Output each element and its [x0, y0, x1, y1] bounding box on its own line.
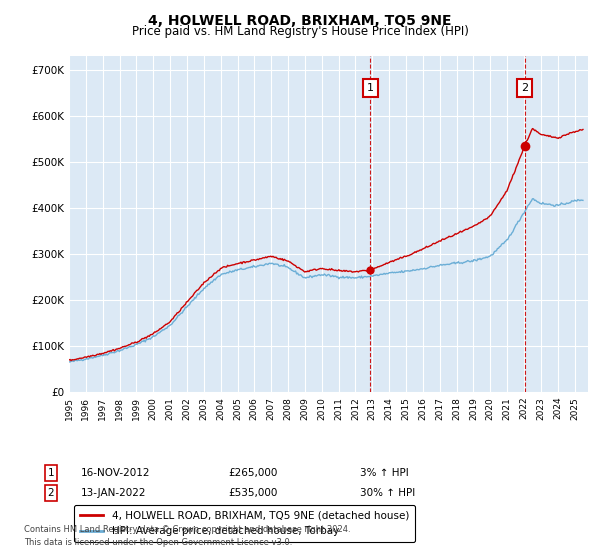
- Text: 4, HOLWELL ROAD, BRIXHAM, TQ5 9NE: 4, HOLWELL ROAD, BRIXHAM, TQ5 9NE: [148, 14, 452, 28]
- Text: 2: 2: [47, 488, 55, 498]
- Text: This data is licensed under the Open Government Licence v3.0.: This data is licensed under the Open Gov…: [24, 538, 292, 547]
- Text: Price paid vs. HM Land Registry's House Price Index (HPI): Price paid vs. HM Land Registry's House …: [131, 25, 469, 38]
- Text: Contains HM Land Registry data © Crown copyright and database right 2024.: Contains HM Land Registry data © Crown c…: [24, 525, 350, 534]
- Text: 2: 2: [521, 83, 528, 93]
- Text: 1: 1: [367, 83, 374, 93]
- Text: £265,000: £265,000: [228, 468, 277, 478]
- Text: 13-JAN-2022: 13-JAN-2022: [81, 488, 146, 498]
- Legend: 4, HOLWELL ROAD, BRIXHAM, TQ5 9NE (detached house), HPI: Average price, detached: 4, HOLWELL ROAD, BRIXHAM, TQ5 9NE (detac…: [74, 505, 415, 543]
- Text: 1: 1: [47, 468, 55, 478]
- Text: 30% ↑ HPI: 30% ↑ HPI: [360, 488, 415, 498]
- Text: 3% ↑ HPI: 3% ↑ HPI: [360, 468, 409, 478]
- Text: 16-NOV-2012: 16-NOV-2012: [81, 468, 151, 478]
- Text: £535,000: £535,000: [228, 488, 277, 498]
